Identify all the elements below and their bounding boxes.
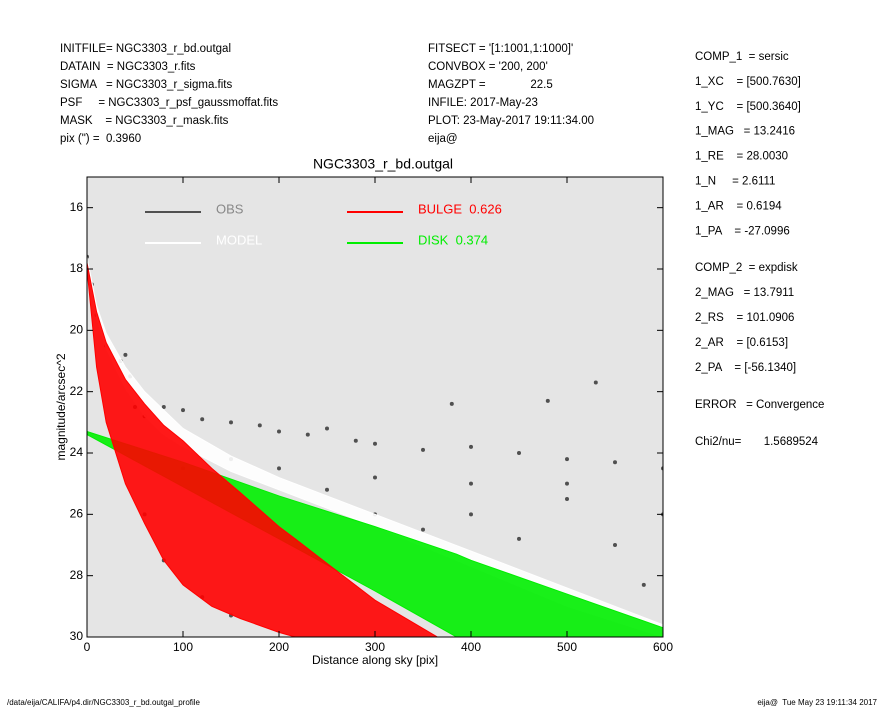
footer-path: /data/eija/CALIFA/p4.dir/NGC3303_r_bd.ou… xyxy=(7,698,201,707)
y-tick-label: 24 xyxy=(70,445,84,459)
component-line: COMP_1 = sersic xyxy=(695,51,789,63)
obs-point xyxy=(200,417,205,422)
header-left-line: INITFILE= NGC3303_r_bd.outgal xyxy=(60,43,231,55)
header-left-line: SIGMA = NGC3303_r_sigma.fits xyxy=(60,79,232,91)
obs-point xyxy=(421,527,425,532)
legend-label: OBS xyxy=(216,201,244,216)
error-line: ERROR = Convergence xyxy=(695,399,824,411)
x-tick-label: 0 xyxy=(84,640,91,654)
obs-point xyxy=(277,466,281,471)
obs-point xyxy=(277,429,281,434)
header-middle-line: INFILE: 2017-May-23 xyxy=(428,97,538,109)
component-line: 2_MAG = 13.7911 xyxy=(695,287,794,299)
obs-point xyxy=(613,460,617,465)
y-tick-label: 22 xyxy=(70,384,84,398)
obs-point xyxy=(325,487,329,492)
obs-point xyxy=(593,380,598,385)
component-line: 2_PA = [-56.1340] xyxy=(695,362,796,374)
obs-point xyxy=(469,481,473,486)
obs-point xyxy=(181,408,185,413)
obs-point xyxy=(565,481,569,486)
component-line: 1_YC = [500.3640] xyxy=(695,101,801,113)
obs-point xyxy=(641,582,646,587)
obs-point xyxy=(469,444,473,449)
header-left-line: DATAIN = NGC3303_r.fits xyxy=(60,61,196,73)
obs-point xyxy=(545,398,550,403)
y-tick-label: 30 xyxy=(70,629,84,643)
component-line: COMP_2 = expdisk xyxy=(695,262,798,274)
header-left-line: MASK = NGC3303_r_mask.fits xyxy=(60,115,229,127)
chi2-line: Chi2/nu= 1.5689524 xyxy=(695,436,819,448)
x-tick-label: 100 xyxy=(173,640,193,654)
obs-point xyxy=(565,497,569,501)
component-line: 1_MAG = 13.2416 xyxy=(695,126,795,138)
obs-point xyxy=(373,441,377,446)
obs-point xyxy=(517,451,521,455)
legend-label: MODEL xyxy=(216,232,262,247)
component-line: 1_N = 2.6111 xyxy=(695,176,775,188)
header-middle-line: CONVBOX = '200, 200' xyxy=(428,61,548,73)
component-line: 2_RS = 101.0906 xyxy=(695,312,794,324)
component-line: 2_AR = [0.6153] xyxy=(695,337,788,349)
x-tick-label: 200 xyxy=(269,640,289,654)
x-tick-label: 300 xyxy=(365,640,385,654)
obs-point xyxy=(161,405,166,409)
plot-marks xyxy=(87,254,663,637)
y-tick-label: 28 xyxy=(70,568,84,582)
obs-point xyxy=(565,457,569,462)
x-tick-label: 500 xyxy=(557,640,577,654)
obs-point xyxy=(353,438,358,443)
legend-label: DISK 0.374 xyxy=(418,232,488,247)
header-middle-line: FITSECT = '[1:1001,1:1000]' xyxy=(428,43,573,55)
component-line: 1_XC = [500.7630] xyxy=(695,76,801,88)
header-middle-line: eija@ xyxy=(428,133,458,145)
header-left-line: pix (") = 0.3960 xyxy=(60,133,141,145)
obs-point xyxy=(325,426,329,431)
x-axis-label: Distance along sky [pix] xyxy=(312,653,438,667)
y-tick-label: 26 xyxy=(70,507,84,521)
component-line: 1_PA = -27.0996 xyxy=(695,225,790,237)
component-line: 1_RE = 28.0030 xyxy=(695,151,788,163)
x-tick-label: 400 xyxy=(461,640,481,654)
header-middle-line: MAGZPT = 22.5 xyxy=(428,79,553,91)
header-left-line: PSF = NGC3303_r_psf_gaussmoffat.fits xyxy=(60,97,278,109)
obs-point xyxy=(229,420,233,425)
obs-point xyxy=(469,512,473,517)
obs-point xyxy=(257,423,262,428)
footer-stamp: eija@ Tue May 23 19:11:34 2017 xyxy=(757,698,877,707)
obs-point xyxy=(373,475,377,480)
chart-title: NGC3303_r_bd.outgal xyxy=(313,156,453,172)
obs-point xyxy=(123,352,128,357)
obs-point xyxy=(305,432,310,437)
x-tick-label: 600 xyxy=(653,640,673,654)
component-line: 1_AR = 0.6194 xyxy=(695,200,782,212)
y-tick-label: 20 xyxy=(70,323,84,337)
y-tick-label: 18 xyxy=(70,261,84,275)
obs-point xyxy=(449,401,454,406)
obs-point xyxy=(421,447,425,452)
obs-point xyxy=(517,536,521,541)
model-band xyxy=(87,262,439,637)
obs-point xyxy=(613,543,617,547)
y-tick-label: 16 xyxy=(70,200,84,214)
header-middle-line: PLOT: 23-May-2017 19:11:34.00 xyxy=(428,115,594,127)
y-axis-label: magnitude/arcsec^2 xyxy=(54,353,68,460)
legend-label: BULGE 0.626 xyxy=(418,201,502,216)
